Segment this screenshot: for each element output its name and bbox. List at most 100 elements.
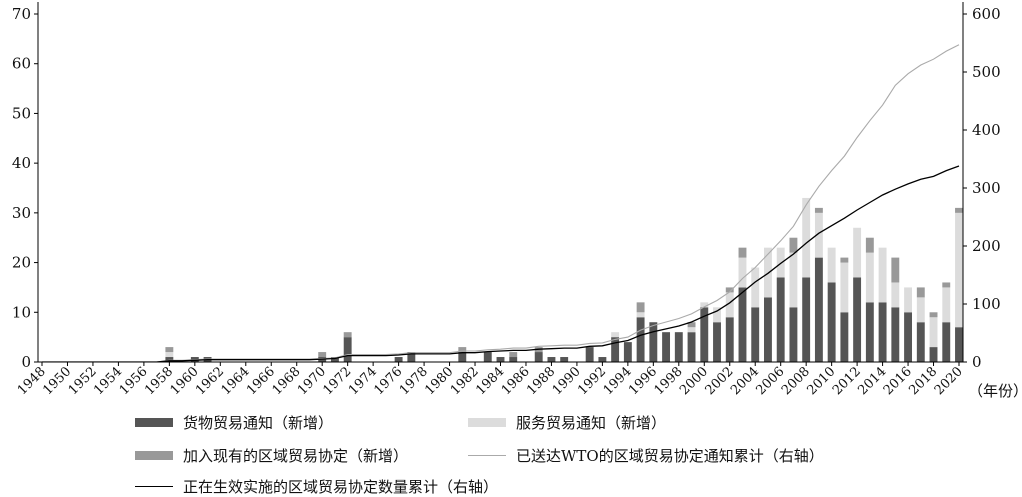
bar-goods-1995 — [636, 317, 645, 362]
bar-services-2004 — [751, 267, 760, 308]
x-tick-label-1988: 1988 — [524, 364, 558, 398]
bar-services-2016 — [904, 287, 913, 313]
y-right-tick-label-100: 100 — [972, 295, 1001, 313]
bar-services-2007 — [789, 252, 798, 308]
bar-services-2001 — [713, 307, 721, 323]
x-tick-label-1972: 1972 — [320, 364, 354, 398]
bar-services-2015 — [891, 282, 900, 308]
bar-goods-2008 — [802, 277, 811, 362]
line-group — [42, 44, 960, 362]
bar-goods-1997 — [662, 332, 671, 362]
x-tick-label-1964: 1964 — [219, 364, 253, 398]
bar-goods-2010 — [827, 282, 836, 362]
bar-services-2012 — [853, 227, 862, 278]
bar-goods-1991 — [585, 347, 594, 362]
bar-accession-1999 — [687, 322, 696, 328]
bar-services-2020 — [955, 212, 963, 328]
bar-goods-1999 — [687, 332, 696, 362]
bar-goods-1983 — [483, 352, 492, 362]
x-tick-label-1978: 1978 — [397, 364, 431, 398]
y-left-tick-label-50: 50 — [12, 104, 31, 122]
bar-goods-2009 — [814, 257, 823, 362]
bar-services-1958 — [165, 352, 174, 358]
bar-accession-2011 — [840, 257, 849, 263]
bar-goods-2012 — [853, 277, 862, 362]
bar-services-2002 — [725, 292, 734, 318]
y-left-tick-label-70: 70 — [12, 5, 31, 23]
y-right-tick-label-300: 300 — [972, 179, 1001, 197]
bar-goods-1977 — [407, 352, 416, 362]
bar-accession-1995 — [636, 302, 645, 313]
y-right-tick-label-600: 600 — [972, 5, 1001, 23]
bar-services-2003 — [738, 257, 747, 288]
x-tick-label-1996: 1996 — [626, 364, 660, 398]
bar-accession-2003 — [738, 247, 747, 258]
bar-services-2006 — [776, 247, 785, 278]
bar-goods-1984 — [496, 357, 505, 362]
bar-goods-2011 — [840, 312, 849, 362]
y-left-tick-label-30: 30 — [12, 204, 31, 222]
x-tick-label-1994: 1994 — [601, 364, 635, 398]
y-left-tick-label-60: 60 — [12, 55, 31, 73]
x-tick-label-2014: 2014 — [855, 364, 889, 398]
bar-services-1993 — [611, 332, 620, 338]
x-tick-label-1960: 1960 — [168, 364, 202, 398]
bar-goods-2002 — [725, 317, 734, 362]
bar-services-2010 — [827, 247, 836, 283]
bar-accession-2002 — [725, 287, 734, 293]
bar-goods-2018 — [929, 347, 938, 362]
bar-goods-1987 — [534, 352, 543, 362]
x-tick-label-2004: 2004 — [728, 364, 762, 398]
bar-goods-2005 — [764, 297, 772, 362]
y-left-tick-label-0: 0 — [21, 353, 31, 371]
bar-goods-1971 — [330, 357, 339, 362]
bar-accession-1970 — [318, 352, 327, 358]
bar-goods-1988 — [547, 357, 556, 362]
bar-services-1999 — [687, 327, 696, 333]
bar-goods-2006 — [776, 277, 785, 362]
x-tick-label-2002: 2002 — [703, 364, 737, 398]
bar-accession-2009 — [814, 207, 823, 213]
bar-services-2013 — [865, 252, 874, 303]
bar-services-2014 — [878, 247, 887, 303]
y-left-tick-label-40: 40 — [12, 154, 31, 172]
bar-accession-1958 — [165, 347, 174, 353]
bar-group — [165, 197, 963, 362]
x-tick-label-1966: 1966 — [244, 364, 278, 398]
x-tick-label-1982: 1982 — [448, 364, 482, 398]
x-tick-label-2006: 2006 — [754, 364, 788, 398]
bar-goods-1976 — [394, 357, 403, 362]
y-right-tick-label-0: 0 — [972, 353, 982, 371]
bar-goods-1989 — [560, 357, 569, 362]
x-tick-label-1950: 1950 — [40, 364, 74, 398]
x-tick-label-1952: 1952 — [66, 364, 100, 398]
bar-goods-1998 — [674, 332, 683, 362]
bar-goods-2019 — [942, 322, 951, 362]
line-in-force-cumulative — [42, 165, 960, 362]
y-right-tick-label-400: 400 — [972, 121, 1001, 139]
y-left-tick-label-20: 20 — [12, 254, 31, 272]
bar-accession-2020 — [955, 207, 963, 213]
x-tick-label-2008: 2008 — [779, 364, 813, 398]
x-tick-label-2012: 2012 — [830, 364, 864, 398]
bar-accession-2007 — [789, 237, 798, 253]
bar-accession-2019 — [942, 282, 951, 288]
x-tick-label-2010: 2010 — [804, 364, 838, 398]
bar-goods-2007 — [789, 307, 798, 362]
bar-goods-2013 — [865, 302, 874, 362]
bar-accession-1981 — [458, 347, 467, 353]
x-tick-label-1980: 1980 — [422, 364, 456, 398]
y-right-tick-label-500: 500 — [972, 63, 1001, 81]
bar-goods-1994 — [623, 342, 632, 362]
x-tick-label-1956: 1956 — [117, 364, 151, 398]
bar-services-2019 — [942, 287, 951, 323]
x-tick-label-2020: 2020 — [932, 364, 966, 398]
bar-goods-2001 — [713, 322, 721, 362]
bar-goods-1992 — [598, 357, 607, 362]
x-tick-label-2000: 2000 — [677, 364, 711, 398]
bar-goods-2004 — [751, 307, 760, 362]
y-right-tick-label-200: 200 — [972, 237, 1001, 255]
bar-accession-2018 — [929, 312, 938, 318]
bar-goods-1993 — [611, 337, 620, 362]
